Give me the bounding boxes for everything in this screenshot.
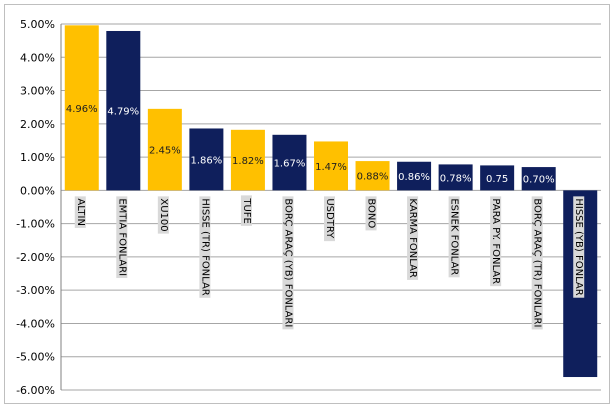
- category-label-text: ALTIN: [75, 198, 86, 226]
- category-label: BONO: [365, 196, 377, 231]
- data-label: 0.70%: [523, 175, 555, 186]
- category-label: ALTIN: [74, 196, 86, 228]
- data-label: 1.86%: [190, 155, 222, 166]
- category-label-bg: [116, 196, 128, 279]
- category-label: KARMA FONLAR: [407, 196, 419, 280]
- data-label: 0.86%: [398, 172, 430, 183]
- y-tick-label: -2.00%: [16, 251, 55, 264]
- category-label: HISSE (TR) FONLAR: [199, 196, 211, 298]
- category-label-text: KARMA FONLAR: [407, 198, 418, 278]
- category-label-bg: [531, 196, 543, 330]
- category-label-bg: [407, 196, 419, 280]
- bar: [438, 164, 473, 191]
- data-label: 2.45%: [149, 146, 181, 157]
- bar: [272, 134, 307, 191]
- bar: [189, 128, 224, 191]
- y-tick-label: 0.00%: [20, 184, 55, 197]
- bars: [64, 25, 598, 378]
- data-labels: 4.96% 4.79% 2.45% 1.86% 1.82% 1.67% 1.47% 0.88%…: [66, 104, 555, 186]
- bar: [64, 25, 99, 191]
- category-label-text: TUFE: [241, 197, 252, 224]
- category-label-bg: [240, 195, 252, 226]
- y-tick-label: 5.00%: [20, 18, 55, 31]
- bar: [147, 108, 182, 191]
- category-label-bg: [199, 196, 211, 298]
- category-label: XU100: [157, 196, 169, 234]
- data-label: 1.67%: [274, 159, 306, 170]
- category-label: BORÇ ARAÇ (TR) FONLARI: [531, 196, 543, 330]
- category-label-bg: [157, 196, 169, 234]
- category-label-bg: [448, 196, 460, 278]
- category-label: HISSE (YB) FONLAR: [573, 196, 585, 298]
- y-tick-label: -1.00%: [16, 218, 55, 231]
- category-label-bg: [490, 196, 502, 287]
- category-label-bg: [365, 196, 377, 231]
- bar: [355, 161, 390, 191]
- bar: [230, 129, 265, 191]
- category-labels: ALTIN EMTIA FONLARI XU100 HISSE (TR) FONLAR…: [74, 195, 585, 330]
- y-tick-label: -6.00%: [16, 384, 55, 397]
- y-tick-label: -4.00%: [16, 317, 55, 330]
- category-label: USDTRY: [324, 196, 335, 242]
- category-label-text: BONO: [366, 198, 377, 228]
- category-label-text: USDTRY: [324, 198, 335, 239]
- data-label: 0.78%: [440, 173, 472, 184]
- category-label-text: BORÇ ARAÇ (YB) FONLARI: [282, 198, 293, 327]
- data-label: 4.96%: [66, 104, 98, 115]
- data-label: 1.47%: [315, 162, 347, 173]
- category-label: TUFE: [240, 195, 252, 226]
- chart-frame: 5.00% 4.00% 3.00% 2.00% 1.00% 0.00% -1.00% -2.0…: [4, 4, 610, 404]
- category-label: PARA PY. FONLAR: [490, 196, 502, 287]
- data-label: 4.79%: [107, 107, 139, 118]
- data-label: 0.88%: [357, 172, 389, 183]
- bar: [314, 141, 348, 191]
- bar-chart: 5.00% 4.00% 3.00% 2.00% 1.00% 0.00% -1.00% -2.0…: [16, 18, 601, 397]
- category-label: BORÇ ARAÇ (YB) FONLARI: [282, 196, 294, 330]
- y-tick-label: 2.00%: [20, 118, 55, 131]
- category-label-text: HISSE (TR) FONLAR: [199, 198, 210, 295]
- category-label-text: BORÇ ARAÇ (TR) FONLARI: [532, 198, 543, 327]
- bar: [397, 161, 432, 191]
- category-label-bg: [573, 196, 585, 298]
- y-tick-label: -5.00%: [16, 351, 55, 364]
- category-label: ESNEK FONLAR: [448, 196, 460, 278]
- category-label-text: ESNEK FONLAR: [449, 198, 460, 275]
- category-label: EMTIA FONLARI: [116, 196, 128, 279]
- category-label-bg: [282, 196, 294, 330]
- category-label-text: XU100: [158, 198, 169, 231]
- bar: [521, 167, 556, 191]
- bar: [480, 165, 515, 191]
- y-axis-ticks: 5.00% 4.00% 3.00% 2.00% 1.00% 0.00% -1.00% -2.0…: [16, 18, 55, 397]
- category-label-text: PARA PY. FONLAR: [490, 198, 501, 284]
- category-label-text: HISSE (YB) FONLAR: [573, 198, 584, 295]
- bar: [106, 30, 141, 191]
- category-label-bg: [74, 196, 86, 228]
- category-label-text: EMTIA FONLARI: [116, 198, 127, 276]
- y-tick-label: 3.00%: [20, 85, 55, 98]
- y-tick-label: 4.00%: [20, 51, 55, 64]
- y-tick-label: 1.00%: [20, 151, 55, 164]
- data-label: 1.82%: [232, 156, 264, 167]
- data-label: 0.75: [486, 174, 508, 185]
- category-label-bg: [324, 196, 335, 242]
- y-tick-label: -3.00%: [16, 284, 55, 297]
